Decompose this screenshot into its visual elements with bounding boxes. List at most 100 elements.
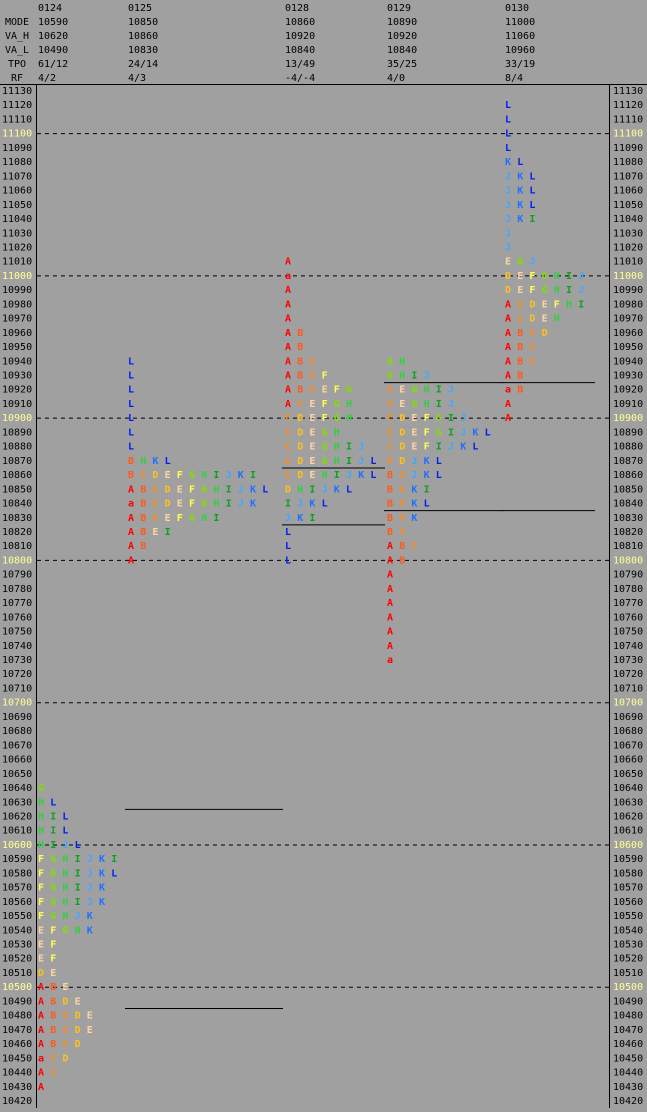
tpo-letter: K <box>250 499 256 510</box>
tpo-letter: L <box>370 456 376 467</box>
tpo-letter: L <box>424 499 430 510</box>
tpo-letter: C <box>399 499 405 510</box>
tpo-letter: J <box>505 171 511 182</box>
tpo-letter: E <box>309 399 315 410</box>
header-label: MODE <box>5 17 29 28</box>
price-label-left: 10550 <box>2 911 32 922</box>
header-mode: 11000 <box>505 17 535 28</box>
price-label-right: 10720 <box>613 669 643 680</box>
tpo-letter: A <box>285 314 291 325</box>
tpo-letter: C <box>411 541 417 552</box>
tpo-letter: H <box>62 911 68 922</box>
tpo-letter: K <box>505 157 511 168</box>
price-label-right: 10940 <box>613 356 643 367</box>
tpo-letter: G <box>542 271 548 282</box>
tpo-letter: H <box>140 456 146 467</box>
tpo-letter: G <box>542 285 548 296</box>
tpo-letter: H <box>62 897 68 908</box>
tpo-letter: H <box>334 456 340 467</box>
price-label-left: 10820 <box>2 527 32 538</box>
header-tpo: 13/49 <box>285 59 315 70</box>
tpo-letter: A <box>505 356 511 367</box>
tpo-letter: K <box>424 456 430 467</box>
tpo-letter: L <box>285 527 291 538</box>
tpo-letter: G <box>411 385 417 396</box>
tpo-letter: A <box>505 371 511 382</box>
price-label-right: 10660 <box>613 755 643 766</box>
price-label-left: 10480 <box>2 1011 32 1022</box>
tpo-letter: L <box>529 171 535 182</box>
tpo-letter: I <box>346 442 352 453</box>
tpo-letter: B <box>50 1039 56 1050</box>
tpo-letter: A <box>285 356 291 367</box>
tpo-letter: G <box>50 897 56 908</box>
price-label-right: 10990 <box>613 285 643 296</box>
price-label-left: 10750 <box>2 627 32 638</box>
tpo-letter: B <box>128 456 134 467</box>
price-label-right: 10650 <box>613 769 643 780</box>
tpo-letter: H <box>346 413 352 424</box>
tpo-letter: K <box>517 214 523 225</box>
tpo-letter: D <box>297 442 303 453</box>
tpo-letter: D <box>529 314 535 325</box>
price-label-left: 10920 <box>2 385 32 396</box>
tpo-letter: K <box>517 171 523 182</box>
tpo-letter: I <box>213 513 219 524</box>
header-label: RF <box>11 73 23 84</box>
tpo-letter: D <box>529 299 535 310</box>
tpo-letter: J <box>505 214 511 225</box>
tpo-letter: H <box>38 797 44 808</box>
tpo-letter: I <box>226 499 232 510</box>
tpo-letter: L <box>505 143 511 154</box>
tpo-letter: E <box>542 314 548 325</box>
tpo-letter: C <box>62 1011 68 1022</box>
tpo-letter: F <box>177 513 183 524</box>
price-label-left: 11070 <box>2 171 32 182</box>
tpo-letter: D <box>165 499 171 510</box>
tpo-letter: A <box>285 342 291 353</box>
tpo-letter: I <box>448 413 454 424</box>
tpo-letter: F <box>334 385 340 396</box>
tpo-letter: L <box>472 442 478 453</box>
header-tpo: 61/12 <box>38 59 68 70</box>
price-label-left: 10780 <box>2 584 32 595</box>
price-label-left: 10700 <box>2 698 32 709</box>
price-label-left: 10470 <box>2 1025 32 1036</box>
price-label-left: 10530 <box>2 940 32 951</box>
tpo-letter: H <box>297 484 303 495</box>
tpo-letter: J <box>285 513 291 524</box>
tpo-letter: A <box>128 555 134 566</box>
tpo-letter: J <box>578 285 584 296</box>
tpo-letter: K <box>99 883 105 894</box>
price-label-left: 10560 <box>2 897 32 908</box>
tpo-letter: J <box>346 470 352 481</box>
tpo-letter: I <box>285 499 291 510</box>
tpo-letter: H <box>213 499 219 510</box>
tpo-letter: F <box>50 940 56 951</box>
tpo-letter: J <box>411 456 417 467</box>
header-rf: 8/4 <box>505 73 523 84</box>
tpo-letter: L <box>62 811 68 822</box>
tpo-letter: J <box>358 442 364 453</box>
price-label-left: 10690 <box>2 712 32 723</box>
tpo-letter: G <box>50 883 56 894</box>
price-label-right: 10910 <box>613 399 643 410</box>
tpo-letter: J <box>87 854 93 865</box>
tpo-letter: D <box>285 484 291 495</box>
tpo-letter: J <box>62 840 68 851</box>
tpo-letter: L <box>436 456 442 467</box>
tpo-letter: B <box>297 385 303 396</box>
header-label: VA_H <box>5 31 29 42</box>
price-label-left: 10500 <box>2 982 32 993</box>
tpo-letter: A <box>387 555 393 566</box>
tpo-letter: K <box>297 513 303 524</box>
tpo-letter: D <box>399 456 405 467</box>
tpo-letter: E <box>75 996 81 1007</box>
tpo-letter: A <box>128 513 134 524</box>
tpo-letter: C <box>399 470 405 481</box>
tpo-letter: A <box>387 570 393 581</box>
tpo-letter: J <box>75 911 81 922</box>
tpo-letter: F <box>38 854 44 865</box>
tpo-letter: F <box>38 868 44 879</box>
